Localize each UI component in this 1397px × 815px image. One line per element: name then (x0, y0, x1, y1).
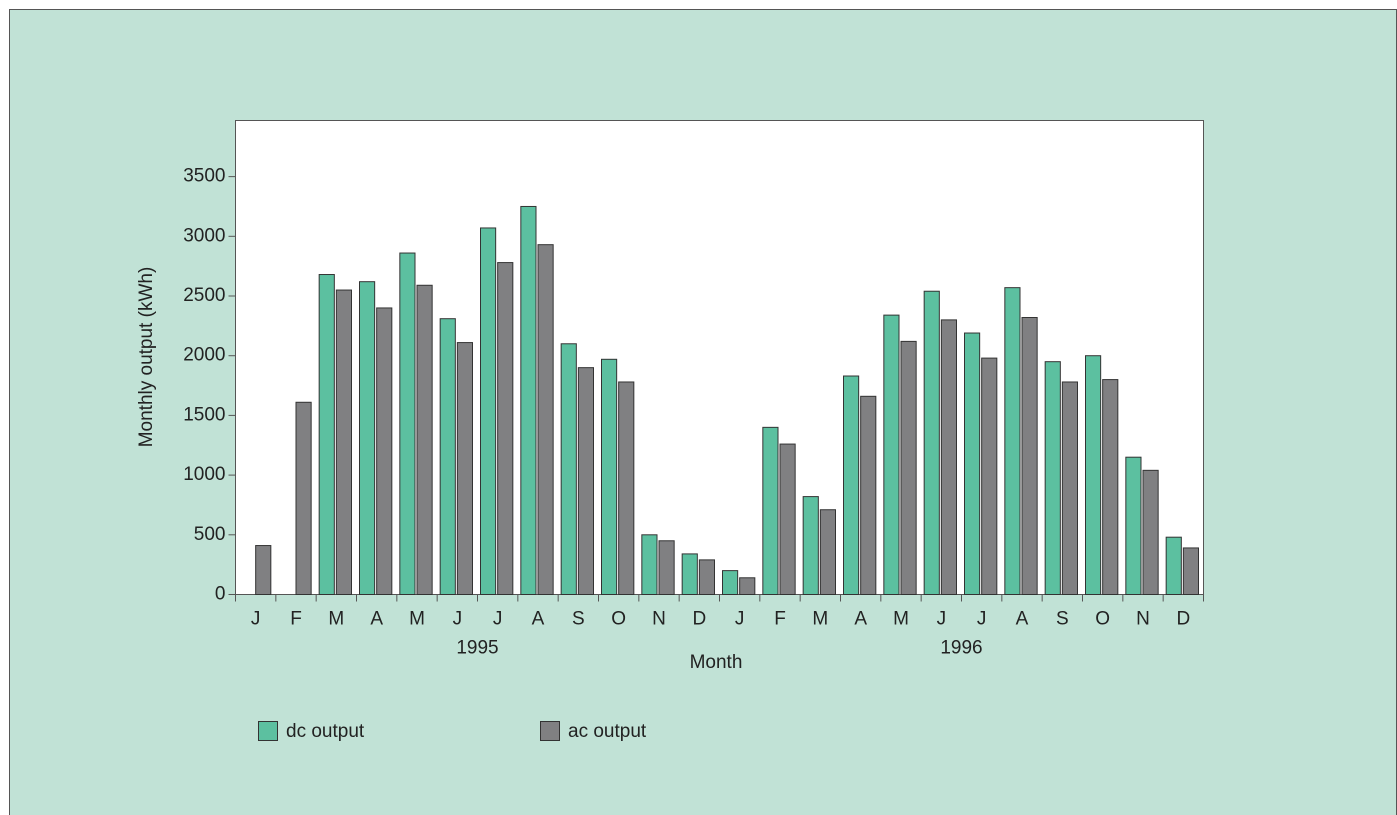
x-tick-label: J (493, 609, 503, 630)
legend-label: ac output (568, 721, 647, 742)
bar (843, 375, 860, 595)
x-tick-label: F (774, 609, 786, 630)
bar (577, 367, 594, 595)
x-tick-label: O (1095, 609, 1110, 630)
x-tick-label: J (977, 609, 987, 630)
x-tick-label: A (370, 609, 383, 630)
bar (681, 553, 698, 595)
bar (537, 244, 554, 595)
bar (359, 281, 376, 595)
bar (819, 509, 836, 595)
x-tick-label: A (1016, 609, 1029, 630)
bar (698, 559, 715, 595)
y-tick-label: 500 (194, 524, 226, 545)
x-tick-label: A (532, 609, 545, 630)
y-tick-label: 3000 (183, 225, 225, 246)
bar (318, 274, 335, 595)
x-tick-label: N (1136, 609, 1150, 630)
x-tick-label: N (652, 609, 666, 630)
x-tick-label: S (572, 609, 585, 630)
bar (1004, 287, 1021, 595)
bar (439, 318, 456, 595)
y-tick-label: 2000 (183, 345, 225, 366)
bar (923, 290, 940, 595)
y-tick-label: 1500 (183, 404, 225, 425)
bar (416, 284, 433, 595)
bar (1182, 547, 1200, 596)
bar (940, 319, 957, 595)
bar (981, 357, 998, 595)
y-tick-label: 0 (215, 584, 226, 605)
bar (900, 340, 917, 596)
bar (560, 343, 577, 596)
bar (1044, 361, 1061, 595)
x-tick-label: J (735, 609, 745, 630)
legend-swatch (540, 721, 560, 741)
bar (520, 205, 537, 596)
bar (762, 426, 779, 595)
x-tick-label: M (893, 609, 909, 630)
bar (1165, 536, 1182, 596)
bar (601, 358, 618, 595)
plot-area (235, 120, 1204, 595)
bar (739, 577, 756, 595)
bar (1061, 381, 1079, 595)
y-tick-label: 1000 (183, 464, 225, 485)
bar (860, 395, 877, 595)
x-tick-label: M (328, 609, 344, 630)
bar (1142, 469, 1159, 595)
x-tick-label: S (1056, 609, 1069, 630)
x-tick-label: A (854, 609, 867, 630)
x-tick-label: J (937, 609, 947, 630)
bar (964, 332, 981, 595)
legend-label: dc output (286, 721, 365, 742)
bar (618, 381, 635, 595)
x-group-label: 1995 (456, 638, 498, 659)
bar (295, 401, 312, 595)
x-tick-label: O (611, 609, 626, 630)
x-tick-label: M (409, 609, 425, 630)
x-tick-label: D (692, 609, 706, 630)
legend-swatch (258, 721, 278, 741)
x-tick-label: J (453, 609, 463, 630)
bar (399, 252, 416, 595)
bar (480, 227, 497, 595)
y-tick-label: 2500 (183, 285, 225, 306)
bar (1102, 379, 1119, 595)
x-group-label: 1996 (940, 638, 982, 659)
x-tick-label: F (290, 609, 302, 630)
bar (1125, 456, 1142, 595)
bar (883, 314, 900, 595)
bar (1021, 317, 1038, 595)
bar (335, 289, 353, 595)
y-axis-title: Monthly output (kWh) (136, 267, 157, 448)
bar (641, 534, 658, 595)
x-tick-label: D (1176, 609, 1190, 630)
x-tick-label: M (812, 609, 828, 630)
bar (376, 307, 393, 595)
bar (722, 570, 739, 596)
bar (658, 540, 675, 595)
bar (1085, 355, 1102, 596)
y-tick-label: 3500 (183, 166, 225, 187)
bar (456, 342, 474, 595)
bar (497, 262, 514, 595)
x-tick-label: J (251, 609, 261, 630)
bar (779, 443, 796, 595)
x-axis-title: Month (690, 652, 743, 673)
bar (802, 496, 819, 595)
bar (255, 545, 272, 595)
